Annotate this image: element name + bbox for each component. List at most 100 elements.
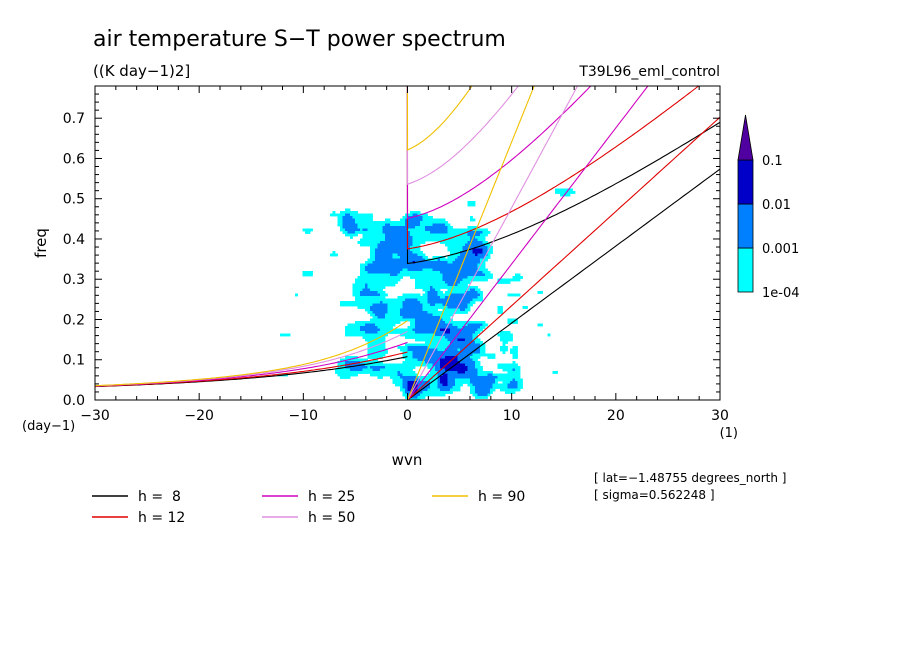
contour-cell [515, 353, 518, 357]
contour-cell [417, 311, 421, 314]
contour-cell [375, 256, 378, 259]
contour-cell [447, 331, 451, 334]
contour-cell [427, 363, 431, 367]
contour-cell [477, 256, 481, 259]
contour-cell [477, 291, 481, 294]
contour-cell [395, 376, 398, 379]
contour-cell [390, 226, 393, 229]
contour-cell [492, 388, 496, 392]
contour-cell [390, 271, 393, 274]
contour-cell [377, 258, 381, 262]
contour-cell [375, 306, 378, 309]
contour-cell [375, 331, 378, 334]
contour-cell [455, 373, 458, 377]
contour-cell [410, 263, 413, 267]
contour-cell [442, 261, 446, 264]
contour-cell [372, 261, 376, 264]
contour-cell [362, 273, 366, 277]
contour-cell [380, 368, 383, 372]
contour-cell [395, 231, 398, 234]
contour-cell [342, 303, 346, 307]
contour-cell [367, 278, 371, 282]
contour-cell [452, 243, 456, 247]
contour-cell [440, 383, 443, 387]
contour-cell [400, 251, 403, 254]
contour-cell [377, 371, 381, 374]
contour-cell [362, 223, 366, 227]
contour-cell [427, 373, 431, 377]
contour-cell [415, 373, 418, 377]
contour-cell [492, 353, 496, 357]
contour-cell [355, 373, 358, 377]
contour-cell [492, 381, 496, 384]
contour-cell [440, 218, 443, 222]
contour-cell [457, 341, 461, 344]
contour-cell [427, 306, 431, 309]
contour-cell [450, 373, 453, 377]
contour-cell [475, 356, 478, 359]
contour-cell [402, 313, 406, 317]
contour-cell [457, 356, 461, 359]
contour-cell [365, 238, 368, 242]
contour-cell [350, 213, 353, 217]
contour-cell [505, 381, 508, 384]
contour-cell [480, 368, 483, 372]
contour-cell [497, 308, 501, 312]
contour-cell [465, 293, 468, 297]
contour-cell [425, 338, 428, 342]
contour-cell [362, 221, 366, 224]
contour-cell [352, 328, 356, 332]
contour-cell [442, 258, 446, 262]
contour-cell [420, 336, 423, 339]
contour-cell [432, 276, 436, 279]
contour-cell [392, 376, 396, 379]
contour-cell [400, 231, 403, 234]
contour-cell [395, 263, 398, 267]
contour-cell [470, 218, 473, 222]
contour-cell [520, 383, 523, 387]
contour-cell [440, 223, 443, 227]
contour-cell [397, 371, 401, 374]
contour-cell [385, 276, 388, 279]
contour-cell [410, 353, 413, 357]
contour-cell [427, 221, 431, 224]
contour-cell [360, 231, 363, 234]
contour-cell [480, 253, 483, 257]
contour-cell [425, 276, 428, 279]
contour-cell [375, 246, 378, 249]
contour-cell [470, 251, 473, 254]
contour-cell [442, 338, 446, 342]
contour-cell [375, 363, 378, 367]
contour-cell [420, 256, 423, 259]
contour-cell [472, 381, 476, 384]
contour-cell [435, 256, 438, 259]
contour-cell [450, 298, 453, 302]
contour-cell [415, 256, 418, 259]
contour-cell [420, 353, 423, 357]
contour-cell [460, 346, 463, 349]
contour-cell [412, 336, 416, 339]
contour-cell [490, 246, 493, 249]
contour-cell [375, 286, 378, 289]
legend: h = 8h = 12h = 25h = 50h = 90 [92, 489, 525, 526]
contour-cell [415, 356, 418, 359]
contour-cell [415, 226, 418, 229]
contour-cell [415, 363, 418, 367]
contour-cell [380, 328, 383, 332]
contour-cell [462, 351, 466, 354]
contour-cell [425, 268, 428, 272]
contour-cell [445, 376, 448, 379]
contour-cell [442, 318, 446, 322]
contour-cell [375, 333, 378, 337]
contour-cell [400, 331, 403, 334]
contour-cell [410, 226, 413, 229]
contour-cell [475, 358, 478, 362]
contour-cell [430, 278, 433, 282]
contour-cell [447, 386, 451, 389]
contour-cell [512, 388, 516, 392]
contour-cell [447, 281, 451, 284]
contour-cell [385, 238, 388, 242]
contour-cell [407, 238, 411, 242]
contour-cell [387, 271, 391, 274]
contour-cell [367, 338, 371, 342]
